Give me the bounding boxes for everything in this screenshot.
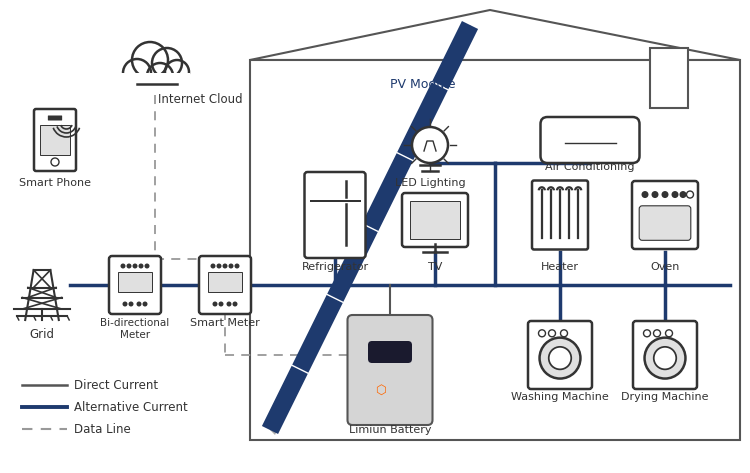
Circle shape [549,347,572,369]
Circle shape [142,301,148,307]
Bar [120,73,190,93]
Polygon shape [250,10,740,60]
Bar [410,201,460,239]
FancyBboxPatch shape [48,115,62,121]
FancyBboxPatch shape [528,321,592,389]
Bar [40,125,70,155]
Circle shape [662,191,668,198]
Circle shape [147,63,173,89]
Text: Bi-directional
Meter: Bi-directional Meter [100,318,170,340]
Circle shape [145,263,149,269]
Text: TV: TV [427,262,442,272]
Text: Direct Current: Direct Current [74,378,158,392]
Circle shape [680,191,686,198]
Circle shape [652,191,658,198]
Bar [118,272,152,292]
Polygon shape [262,21,478,434]
FancyBboxPatch shape [633,321,697,389]
FancyBboxPatch shape [368,341,412,363]
Circle shape [139,263,143,269]
Circle shape [122,301,128,307]
FancyBboxPatch shape [199,256,251,314]
Bar [650,48,688,108]
Circle shape [671,191,679,198]
Circle shape [217,263,221,269]
Text: Drying Machine: Drying Machine [621,392,709,402]
Polygon shape [270,25,475,435]
Circle shape [218,301,223,307]
Circle shape [51,158,59,166]
Text: Internet Cloud: Internet Cloud [158,93,242,106]
Text: Data Line: Data Line [74,422,130,436]
Text: Alternative Current: Alternative Current [74,401,188,413]
FancyBboxPatch shape [304,172,365,258]
Circle shape [136,301,142,307]
Text: Smart Phone: Smart Phone [19,178,91,188]
Circle shape [123,59,151,87]
Circle shape [165,60,189,84]
Text: Refrigerator: Refrigerator [302,262,368,272]
Bar [208,272,242,292]
Circle shape [212,301,217,307]
Circle shape [128,301,133,307]
Text: Washing Machine: Washing Machine [512,392,609,402]
Circle shape [235,263,239,269]
Circle shape [211,263,215,269]
Text: Air Conditioning: Air Conditioning [545,162,634,172]
FancyBboxPatch shape [402,193,468,247]
Circle shape [644,338,686,378]
FancyBboxPatch shape [541,117,640,163]
Circle shape [232,301,238,307]
Bar [250,60,740,440]
Circle shape [641,191,649,198]
Circle shape [133,263,137,269]
Circle shape [132,42,168,78]
Text: Heater: Heater [541,262,579,272]
Text: Limiun Battery: Limiun Battery [349,425,431,435]
Text: LED Lighting: LED Lighting [394,178,465,188]
Circle shape [223,263,227,269]
Circle shape [229,263,233,269]
FancyBboxPatch shape [639,206,691,240]
Circle shape [226,301,232,307]
Text: ⬡: ⬡ [374,384,386,396]
Circle shape [121,263,125,269]
Text: Smart Meter: Smart Meter [190,318,260,328]
Text: Oven: Oven [650,262,680,272]
FancyBboxPatch shape [532,181,588,249]
Text: Grid: Grid [29,328,55,341]
Circle shape [654,347,676,369]
Text: PV Module: PV Module [390,79,455,91]
Circle shape [539,338,580,378]
FancyBboxPatch shape [34,109,76,171]
FancyBboxPatch shape [109,256,161,314]
FancyBboxPatch shape [632,181,698,249]
FancyBboxPatch shape [347,315,433,425]
Circle shape [152,48,182,78]
Circle shape [412,127,448,163]
Circle shape [127,263,131,269]
